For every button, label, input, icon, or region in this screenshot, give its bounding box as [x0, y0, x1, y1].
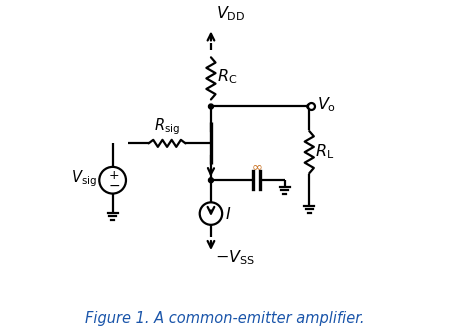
Text: $R_{\mathrm{L}}$: $R_{\mathrm{L}}$ [315, 143, 334, 161]
Text: Figure 1. A common-emitter amplifier.: Figure 1. A common-emitter amplifier. [85, 311, 365, 326]
Text: +: + [109, 169, 119, 182]
Text: $R_{\mathrm{C}}$: $R_{\mathrm{C}}$ [217, 67, 237, 86]
Text: $V_{\mathrm{o}}$: $V_{\mathrm{o}}$ [317, 96, 336, 115]
Text: $\infty$: $\infty$ [251, 160, 262, 173]
Text: $I$: $I$ [225, 206, 231, 221]
Text: $-V_{\mathrm{SS}}$: $-V_{\mathrm{SS}}$ [215, 248, 255, 267]
Circle shape [208, 178, 213, 183]
Circle shape [208, 104, 213, 109]
Text: $V_{\mathrm{sig}}$: $V_{\mathrm{sig}}$ [71, 169, 96, 189]
Circle shape [307, 104, 312, 109]
Text: $V_{\mathrm{DD}}$: $V_{\mathrm{DD}}$ [216, 4, 245, 23]
Text: $R_{\mathrm{sig}}$: $R_{\mathrm{sig}}$ [154, 116, 180, 137]
Text: −: − [108, 178, 120, 192]
